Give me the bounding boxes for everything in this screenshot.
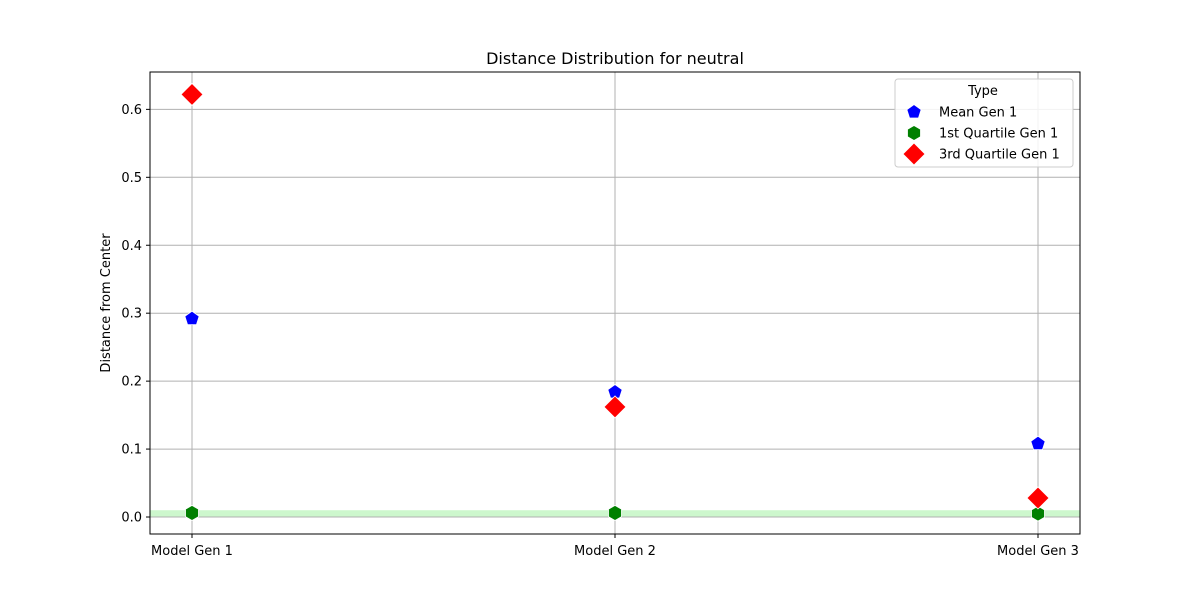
- data-point-mean-gen-1: [184, 310, 200, 326]
- legend: Type Mean Gen 1 1st Quartile Gen 1 3rd Qua…: [894, 78, 1074, 168]
- data-point-1st-quartile-gen-1: [1031, 505, 1045, 522]
- legend-label: 1st Quartile Gen 1: [939, 127, 1058, 142]
- y-axis-label: Distance from Center: [99, 233, 114, 373]
- y-tick-label: 0.4: [121, 239, 142, 254]
- y-tick-label: 0.2: [121, 375, 142, 390]
- x-tick-label: Model Gen 2: [574, 544, 656, 559]
- data-point-3rd-quartile-gen-1: [603, 395, 627, 419]
- data-point-mean-gen-1: [1030, 435, 1046, 451]
- legend-title: Type: [967, 84, 998, 99]
- y-tick-label: 0.6: [121, 103, 142, 118]
- y-tick-label: 0.3: [121, 307, 142, 322]
- legend-label: Mean Gen 1: [939, 106, 1017, 121]
- data-point-3rd-quartile-gen-1: [1026, 486, 1050, 510]
- legend-marker-3rd-quartile-gen-1: [902, 142, 926, 166]
- x-tick-label: Model Gen 1: [151, 544, 233, 559]
- y-tick-label: 0.0: [121, 511, 142, 526]
- y-tick-label: 0.1: [121, 443, 142, 458]
- data-point-1st-quartile-gen-1: [185, 504, 199, 521]
- legend-marker-1st-quartile-gen-1: [907, 125, 921, 141]
- plot-frame: [149, 71, 1081, 535]
- x-tick-label: Model Gen 3: [997, 544, 1079, 559]
- chart-title: Distance Distribution for neutral: [486, 49, 744, 68]
- data-point-3rd-quartile-gen-1: [180, 82, 204, 106]
- y-tick-label: 0.5: [121, 171, 142, 186]
- plot-area: 0.0 0.1 0.2 0.3 0.4 0.5 0.6 Model Gen 1 Model Ge…: [121, 71, 1081, 559]
- data-point-1st-quartile-gen-1: [608, 504, 622, 521]
- legend-marker-mean-gen-1: [906, 104, 922, 119]
- legend-box: [894, 78, 1074, 168]
- legend-label: 3rd Quartile Gen 1: [939, 148, 1060, 163]
